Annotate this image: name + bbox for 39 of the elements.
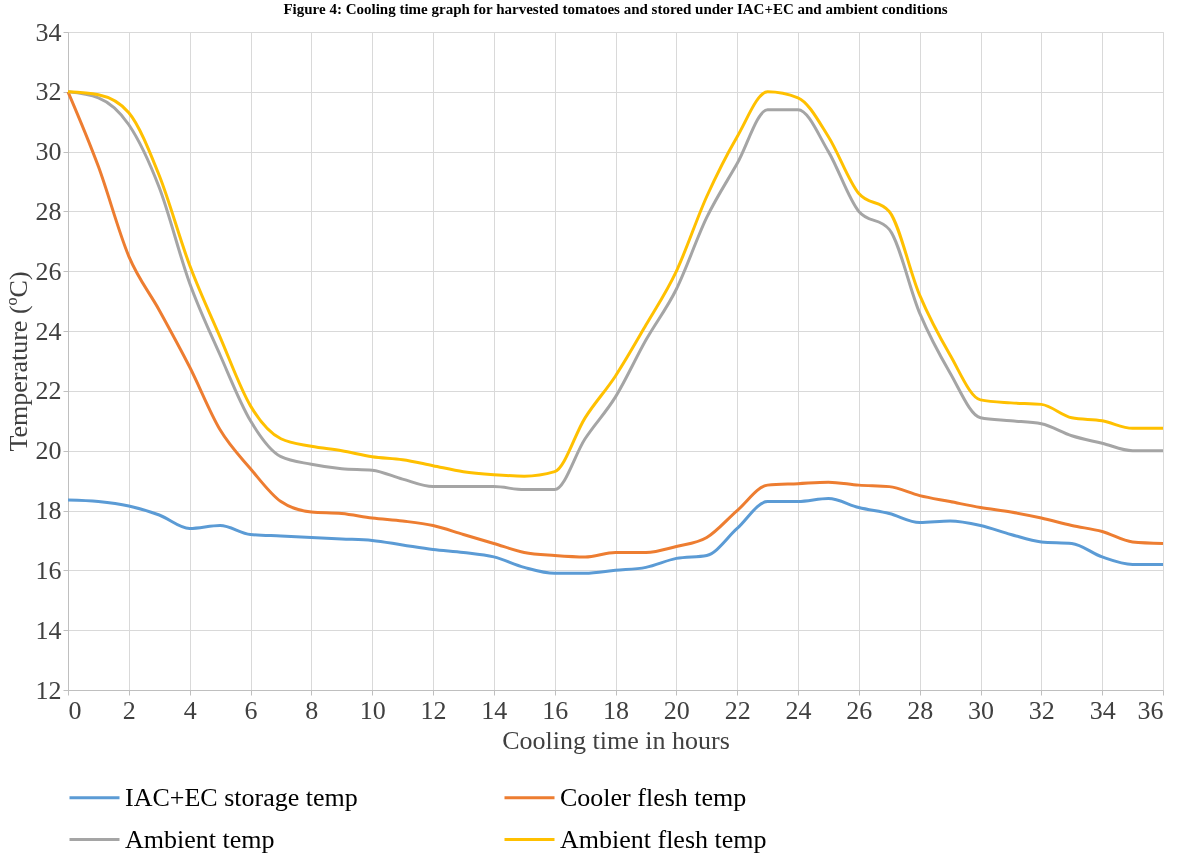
legend-label: Ambient flesh temp <box>560 824 767 854</box>
x-tick-label: 36 <box>1137 695 1164 725</box>
x-tick-label: 16 <box>542 695 569 725</box>
x-tick-label: 10 <box>359 695 386 725</box>
x-tick-label: 24 <box>785 695 812 725</box>
x-tick-label: 32 <box>1028 695 1055 725</box>
y-tick-label: 32 <box>35 77 62 107</box>
x-tick-label: 0 <box>68 695 82 725</box>
x-tick-label: 20 <box>663 695 690 725</box>
x-tick-label: 4 <box>183 695 197 725</box>
y-tick-label: 24 <box>35 316 62 346</box>
x-tick-label: 18 <box>603 695 629 725</box>
legend-label: Cooler flesh temp <box>560 782 747 812</box>
line-series <box>66 497 1165 575</box>
y-tick-label: 18 <box>35 496 62 526</box>
x-tick-label: 8 <box>305 695 319 725</box>
x-tick-label: 28 <box>907 695 934 725</box>
y-tick-label: 30 <box>35 137 62 167</box>
x-tick-label: 26 <box>846 695 873 725</box>
y-axis-title: Temperature (ºC) <box>3 271 33 452</box>
legend-label: Ambient temp <box>125 824 275 854</box>
x-tick-label: 12 <box>420 695 447 725</box>
y-tick-label: 14 <box>35 615 62 645</box>
chart-title: Figure 4: Cooling time graph for harvested tomatoes and stored under IAC+EC and ambient conditions <box>283 1 948 17</box>
x-tick-label: 34 <box>1089 695 1116 725</box>
x-tick-label: 6 <box>244 695 258 725</box>
y-tick-label: 20 <box>35 436 62 466</box>
x-tick-label: 14 <box>481 695 508 725</box>
x-axis-title: Cooling time in hours <box>502 725 730 755</box>
y-tick-label: 34 <box>35 17 62 47</box>
x-tick-label: 30 <box>968 695 994 725</box>
y-tick-label: 28 <box>35 196 62 226</box>
y-tick-label: 12 <box>35 675 62 705</box>
x-tick-label: 2 <box>122 695 136 725</box>
y-tick-label: 16 <box>35 555 62 585</box>
x-tick-label: 22 <box>724 695 751 725</box>
legend-label: IAC+EC storage temp <box>125 782 358 812</box>
y-tick-label: 26 <box>35 256 62 286</box>
y-tick-label: 22 <box>35 376 62 406</box>
